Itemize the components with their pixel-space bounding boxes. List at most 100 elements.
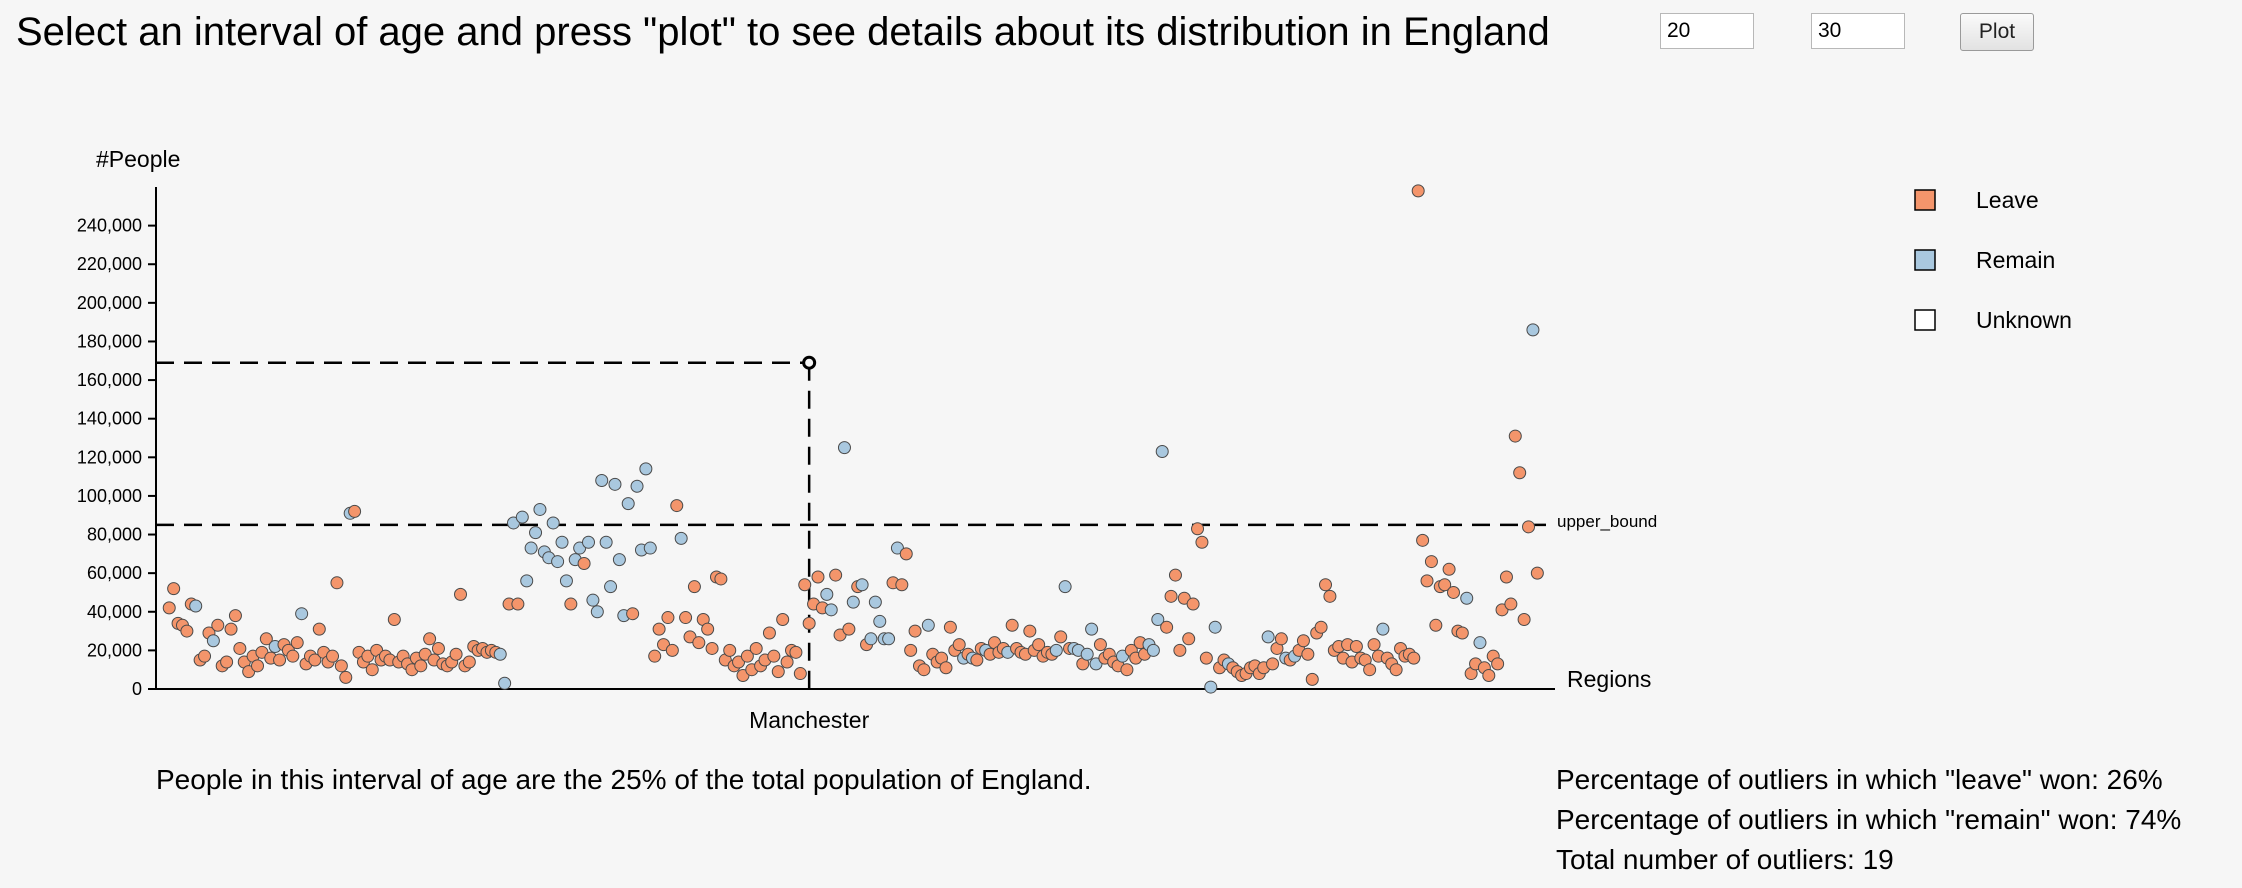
- data-point[interactable]: [608, 477, 622, 491]
- data-point[interactable]: [842, 622, 856, 636]
- data-point[interactable]: [1530, 566, 1544, 580]
- plot-button[interactable]: Plot: [1960, 13, 2034, 51]
- data-point[interactable]: [586, 593, 600, 607]
- data-point[interactable]: [1323, 589, 1337, 603]
- data-point[interactable]: [855, 578, 869, 592]
- data-point[interactable]: [767, 649, 781, 663]
- data-point[interactable]: [1367, 638, 1381, 652]
- data-point[interactable]: [612, 553, 626, 567]
- data-point[interactable]: [1499, 570, 1513, 584]
- data-point[interactable]: [189, 599, 203, 613]
- data-point[interactable]: [1305, 672, 1319, 686]
- data-point[interactable]: [1314, 620, 1328, 634]
- data-point[interactable]: [251, 659, 265, 673]
- data-point[interactable]: [705, 641, 719, 655]
- data-point[interactable]: [1424, 555, 1438, 569]
- data-point[interactable]: [520, 574, 534, 588]
- data-point[interactable]: [701, 622, 715, 636]
- data-point[interactable]: [228, 609, 242, 623]
- data-point[interactable]: [533, 502, 547, 516]
- data-point[interactable]: [1407, 651, 1421, 665]
- data-point[interactable]: [692, 636, 706, 650]
- data-point[interactable]: [643, 541, 657, 555]
- data-point[interactable]: [1151, 612, 1165, 626]
- data-point[interactable]: [621, 497, 635, 511]
- data-point[interactable]: [546, 516, 560, 530]
- data-point[interactable]: [1446, 585, 1460, 599]
- data-point[interactable]: [762, 626, 776, 640]
- data-point[interactable]: [1376, 622, 1390, 636]
- data-point[interactable]: [789, 645, 803, 659]
- highlight-point[interactable]: [802, 355, 817, 370]
- data-point[interactable]: [1080, 647, 1094, 661]
- data-point[interactable]: [917, 663, 931, 677]
- legend-swatch-leave[interactable]: [1914, 189, 1936, 211]
- data-point[interactable]: [1460, 591, 1474, 605]
- data-point[interactable]: [1173, 643, 1187, 657]
- data-point[interactable]: [824, 603, 838, 617]
- data-point[interactable]: [1389, 663, 1403, 677]
- data-point[interactable]: [308, 653, 322, 667]
- data-point[interactable]: [1208, 620, 1222, 634]
- data-point[interactable]: [630, 479, 644, 493]
- data-point[interactable]: [599, 535, 613, 549]
- data-point[interactable]: [943, 620, 957, 634]
- data-point[interactable]: [674, 531, 688, 545]
- data-point[interactable]: [365, 663, 379, 677]
- data-point[interactable]: [811, 570, 825, 584]
- data-point[interactable]: [1508, 429, 1522, 443]
- data-point[interactable]: [1005, 618, 1019, 632]
- data-point[interactable]: [334, 659, 348, 673]
- data-point[interactable]: [206, 634, 220, 648]
- data-point[interactable]: [1438, 578, 1452, 592]
- data-point[interactable]: [1085, 622, 1099, 636]
- data-point[interactable]: [449, 647, 463, 661]
- data-point[interactable]: [1023, 624, 1037, 638]
- data-point[interactable]: [590, 605, 604, 619]
- data-point[interactable]: [1160, 620, 1174, 634]
- data-point[interactable]: [749, 641, 763, 655]
- data-point[interactable]: [1049, 643, 1063, 657]
- data-point[interactable]: [837, 441, 851, 455]
- data-point[interactable]: [511, 597, 525, 611]
- age-to-input[interactable]: [1811, 13, 1905, 49]
- data-point[interactable]: [1054, 630, 1068, 644]
- data-point[interactable]: [798, 578, 812, 592]
- data-point[interactable]: [431, 641, 445, 655]
- data-point[interactable]: [740, 649, 754, 663]
- data-point[interactable]: [661, 611, 675, 625]
- data-point[interactable]: [873, 614, 887, 628]
- data-point[interactable]: [387, 612, 401, 626]
- data-point[interactable]: [273, 653, 287, 667]
- data-point[interactable]: [1513, 466, 1527, 480]
- data-point[interactable]: [1266, 657, 1280, 671]
- data-point[interactable]: [162, 601, 176, 615]
- data-point[interactable]: [555, 535, 569, 549]
- data-point[interactable]: [1186, 597, 1200, 611]
- data-point[interactable]: [1473, 636, 1487, 650]
- data-point[interactable]: [771, 665, 785, 679]
- data-point[interactable]: [312, 622, 326, 636]
- data-point[interactable]: [1522, 520, 1536, 534]
- data-point[interactable]: [220, 655, 234, 669]
- data-point[interactable]: [211, 618, 225, 632]
- data-point[interactable]: [295, 607, 309, 621]
- data-point[interactable]: [1504, 597, 1518, 611]
- data-point[interactable]: [679, 611, 693, 625]
- data-point[interactable]: [1301, 647, 1315, 661]
- data-point[interactable]: [1491, 657, 1505, 671]
- data-point[interactable]: [559, 574, 573, 588]
- data-point[interactable]: [908, 624, 922, 638]
- data-point[interactable]: [895, 578, 909, 592]
- data-point[interactable]: [1195, 535, 1209, 549]
- data-point[interactable]: [921, 618, 935, 632]
- data-point[interactable]: [290, 636, 304, 650]
- data-point[interactable]: [454, 587, 468, 601]
- data-point[interactable]: [529, 526, 543, 540]
- data-point[interactable]: [581, 535, 595, 549]
- data-point[interactable]: [1155, 445, 1169, 459]
- data-point[interactable]: [1032, 638, 1046, 652]
- data-point[interactable]: [1416, 533, 1430, 547]
- data-point[interactable]: [1164, 589, 1178, 603]
- data-point[interactable]: [604, 580, 618, 594]
